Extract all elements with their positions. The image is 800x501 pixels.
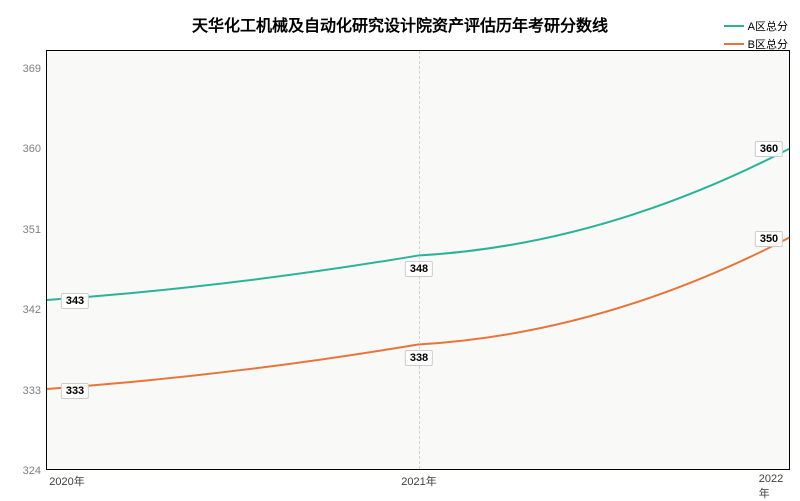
x-tick: 2022年 (759, 469, 783, 501)
y-tick: 333 (23, 385, 47, 397)
y-tick: 342 (23, 304, 47, 316)
data-label: 338 (405, 350, 433, 366)
data-label: 350 (755, 231, 783, 247)
legend-swatch (724, 43, 744, 45)
data-label: 343 (61, 293, 89, 309)
legend-swatch (724, 25, 744, 27)
data-label: 348 (405, 261, 433, 277)
x-tick: 2020年 (49, 469, 84, 489)
legend-label: A区总分 (748, 18, 788, 34)
data-label: 333 (61, 383, 89, 399)
legend: A区总分B区总分 (724, 18, 788, 54)
series-line (47, 149, 789, 300)
y-tick: 360 (23, 143, 47, 155)
y-tick: 369 (23, 63, 47, 75)
y-tick: 324 (23, 465, 47, 477)
legend-item: A区总分 (724, 18, 788, 34)
plot-area: 3243333423513603692020年2021年2022年3433483… (46, 50, 790, 470)
data-label: 360 (755, 141, 783, 157)
chart-container: 天华化工机械及自动化研究设计院资产评估历年考研分数线 A区总分B区总分 324 3… (0, 0, 800, 500)
y-tick: 351 (23, 224, 47, 236)
chart-title: 天华化工机械及自动化研究设计院资产评估历年考研分数线 (0, 12, 800, 36)
x-tick: 2021年 (401, 469, 436, 489)
